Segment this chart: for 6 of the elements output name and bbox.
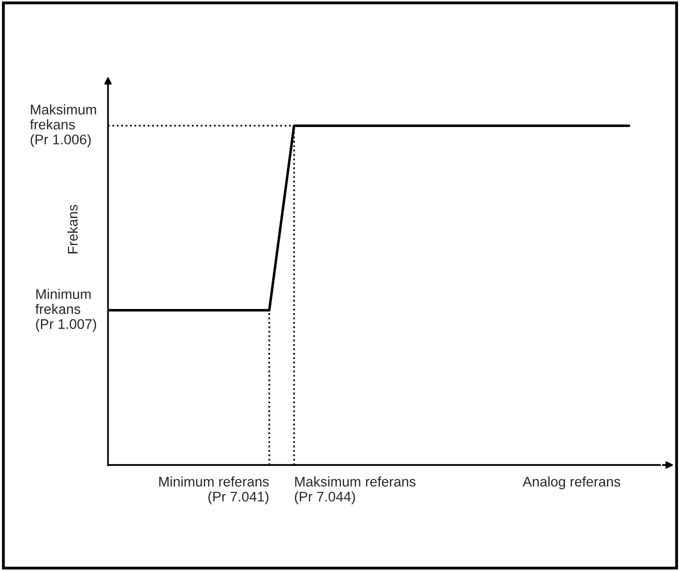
text: Maksimum referans (Pr 7.044) [294,476,416,504]
text: Minimum frekans (Pr 1.007) [35,288,96,332]
text: Maksimum frekans (Pr 1.006) [30,104,96,148]
x-axis-title: Analog referans [522,476,620,490]
y-axis-title: Frekans [67,204,78,254]
text: Minimum referans (Pr 7.041) [159,476,269,504]
